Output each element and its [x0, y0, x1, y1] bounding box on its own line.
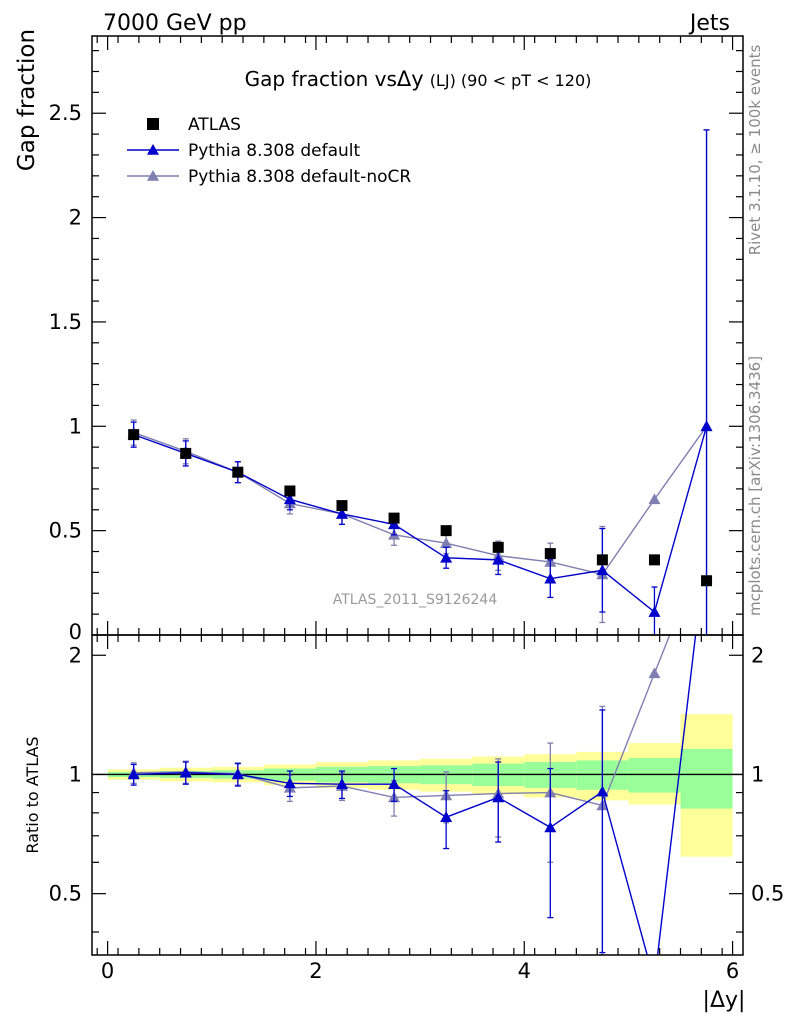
x-tick-label: 4 — [518, 959, 531, 983]
ratio-triangle-marker — [492, 791, 505, 803]
triangle-marker — [283, 493, 296, 505]
triangle-marker — [440, 551, 453, 563]
top-y-tick-label: 1 — [69, 414, 82, 438]
triangle-marker — [648, 493, 661, 505]
green-band-10 — [628, 758, 681, 793]
ratio-line — [133, 635, 671, 807]
ratio-triangle-marker — [179, 766, 192, 778]
ratio-y-tick-label-left: 0.5 — [49, 882, 82, 906]
header-left-text: 7000 GeV pp — [103, 11, 247, 36]
atlas-marker — [596, 554, 608, 566]
triangle-marker — [544, 572, 557, 584]
green-band-11 — [680, 748, 733, 809]
legend-entry-0: ATLAS — [147, 115, 241, 135]
top-y-tick-label: 2.5 — [49, 101, 82, 125]
analysis-watermark: ATLAS_2011_S9126244 — [333, 592, 498, 608]
ratio-triangle-marker — [231, 768, 244, 780]
ratio-y-tick-label-left: 1 — [69, 762, 82, 786]
atlas-marker — [232, 466, 244, 478]
triangle-marker — [700, 420, 713, 432]
legend-entry-1: Pythia 8.308 default — [127, 141, 361, 161]
top-panel-series — [127, 129, 713, 635]
legend-label: Pythia 8.308 default-noCR — [188, 167, 411, 187]
ratio-triangle-marker — [388, 778, 401, 789]
atlas-marker — [388, 512, 400, 524]
ratio-triangle-marker — [544, 821, 557, 833]
series-line — [133, 426, 708, 614]
ratio-triangle-marker — [127, 768, 140, 780]
ratio-y-tick-label-right: 1 — [751, 762, 764, 786]
ratio-uncertainty-bands — [107, 714, 733, 857]
plot-title: Gap fraction vsΔy (LJ) (90 < pT < 120) — [245, 67, 592, 91]
top-y-tick-label: 0.5 — [49, 519, 82, 543]
atlas-marker — [440, 525, 452, 537]
ratio-triangle-marker — [440, 811, 453, 822]
legend-triangle-marker — [147, 170, 159, 181]
atlas-marker — [336, 500, 348, 512]
legend-square-marker — [147, 118, 159, 130]
top-series-atlas — [128, 429, 713, 587]
legend-triangle-marker — [147, 144, 159, 155]
bottom-y-axis-title: Ratio to ATLAS — [23, 736, 42, 853]
top-y-tick-label: 2 — [69, 206, 82, 230]
x-tick-label: 6 — [726, 959, 739, 983]
axis-tick-labels: 0.511.522.500.5 0.51 12 20 2 4 6 — [49, 101, 785, 983]
header-right-text: Jets — [688, 11, 730, 36]
atlas-marker — [492, 541, 504, 553]
atlas-marker — [544, 548, 556, 560]
triangle-marker — [596, 564, 609, 576]
ratio-line — [133, 635, 697, 955]
x-tick-label: 2 — [309, 959, 322, 983]
ratio-panel-series — [127, 635, 697, 955]
ratio-series-pythia-8-308-default — [127, 635, 697, 955]
top-y-tick-label-zero: 0 — [69, 620, 82, 644]
triangle-marker — [492, 553, 505, 565]
legend: ATLAS Pythia 8.308 default Pythia 8.308 de… — [127, 115, 411, 187]
ratio-triangle-marker — [596, 785, 609, 797]
rivet-version-label: Rivet 3.1.10, ≥ 100k events — [746, 45, 764, 256]
legend-label: Pythia 8.308 default — [188, 141, 361, 161]
ratio-triangle-marker — [335, 778, 348, 789]
atlas-marker — [701, 575, 713, 587]
mcplots-reference-label: mcplots.cern.ch [arXiv:1306.3436] — [746, 356, 764, 616]
axis-ticks — [92, 36, 743, 955]
ratio-y-tick-label-right: 0.5 — [751, 882, 784, 906]
ratio-y-tick-label-left: 2 — [69, 643, 82, 667]
triangle-marker — [335, 507, 348, 519]
atlas-marker — [128, 429, 140, 441]
series-line — [133, 425, 708, 576]
top-series-pythia-8-308-default — [127, 129, 713, 635]
triangle-marker — [388, 518, 401, 530]
triangle-marker — [648, 606, 661, 617]
atlas-marker — [180, 447, 192, 459]
bottom-panel-frame — [91, 634, 744, 956]
x-tick-label: 0 — [101, 959, 114, 983]
top-series-pythia-8-308-default-nocr — [127, 129, 713, 635]
legend-label: ATLAS — [188, 115, 241, 135]
legend-entry-2: Pythia 8.308 default-noCR — [127, 167, 411, 187]
ratio-y-tick-label-right: 2 — [751, 643, 764, 667]
ratio-triangle-marker — [283, 777, 296, 789]
top-y-tick-label: 1.5 — [49, 310, 82, 334]
atlas-marker — [648, 554, 660, 566]
atlas-marker — [284, 485, 296, 497]
x-axis-title: |Δy| — [703, 988, 746, 1013]
top-y-axis-title: Gap fraction — [14, 29, 40, 171]
triangle-marker — [440, 537, 453, 548]
ratio-triangle-marker — [648, 667, 661, 679]
